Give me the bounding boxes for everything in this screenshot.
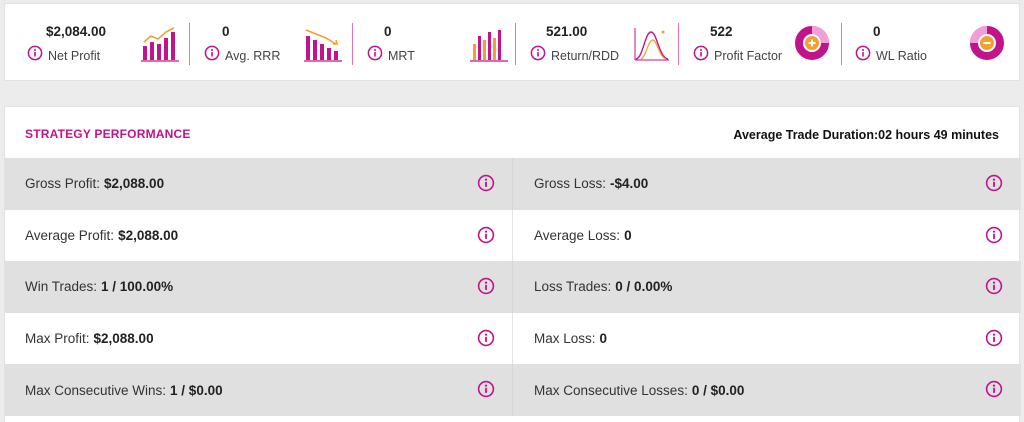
metric-label: Max Consecutive Wins: [25, 382, 167, 398]
stat-value: 0 [222, 24, 230, 39]
divider [515, 23, 516, 65]
stat-net-profit: $2,084.00 Net Profit [5, 4, 189, 82]
info-icon[interactable] [477, 174, 495, 197]
stat-value: 0 [873, 24, 881, 39]
metric-label: Average Profit: [25, 227, 115, 243]
metric-value: 1 / 100.00% [101, 279, 174, 295]
avg-trade-duration: Average Trade Duration:02 hours 49 minut… [733, 128, 999, 142]
stat-label: Profit Factor [714, 48, 783, 63]
divider [512, 158, 513, 210]
stat-label-row: Profit Factor [693, 45, 782, 66]
stat-avg-rrr: 0 Avg. RRR [190, 4, 350, 82]
metric-label: Max Loss: [534, 331, 596, 347]
metric-label: Max Consecutive Losses: [534, 382, 688, 398]
stat-label-row: Avg. RRR [204, 45, 280, 66]
stat-wl-ratio: 0 WL Ratio [842, 4, 1020, 82]
divider [678, 23, 679, 65]
info-icon[interactable] [693, 45, 709, 66]
stat-label: MRT [388, 48, 415, 63]
divider [352, 23, 353, 65]
donut-minus-icon [968, 24, 1006, 62]
avg-duration-value: 02 hours 49 minutes [878, 128, 999, 142]
metric-label: Gross Loss: [534, 176, 607, 192]
info-icon[interactable] [855, 45, 871, 66]
stat-value: 0 [384, 24, 392, 39]
metric-label: Win Trades: [25, 279, 98, 295]
performance-row: Max Profit: $2,088.00 Max Loss: 0 [5, 312, 1021, 365]
metric-value: $2,088.00 [118, 227, 179, 243]
stat-label: Avg. RRR [225, 48, 281, 63]
stat-label-row: Return/RDD [530, 45, 619, 66]
bell-curve-icon [632, 26, 670, 64]
bar-chart-down-icon [304, 26, 342, 64]
info-icon[interactable] [27, 45, 43, 66]
divider [841, 23, 842, 65]
metric-label: Loss Trades: [534, 279, 612, 295]
divider [189, 23, 190, 65]
metric-left: Max Consecutive Wins: 1 / $0.00 [25, 364, 223, 416]
stat-profit-factor: 522 Profit Factor [679, 4, 839, 82]
stat-value: 521.00 [546, 24, 588, 39]
metric-value: 1 / $0.00 [170, 382, 223, 398]
performance-row: Average Profit: $2,088.00 Average Loss: 0 [5, 209, 1021, 262]
metric-value: 0 / 0.00% [615, 279, 673, 295]
metric-label: Max Profit: [25, 331, 90, 347]
info-icon[interactable] [985, 226, 1003, 249]
performance-row: Gross Profit: $2,088.00 Gross Loss: -$4.00 [5, 158, 1021, 210]
stat-label-row: WL Ratio [855, 45, 927, 66]
stat-label: Return/RDD [551, 48, 620, 63]
metric-value: 0 [624, 227, 632, 243]
bar-chart-icon [470, 26, 508, 64]
info-icon[interactable] [477, 329, 495, 352]
stat-value: $2,084.00 [46, 24, 107, 39]
stat-value: 522 [710, 24, 733, 39]
metric-left: Gross Profit: $2,088.00 [25, 158, 164, 210]
stat-return-rdd: 521.00 Return/RDD [516, 4, 676, 82]
metric-label: Average Loss: [534, 227, 621, 243]
metric-value: 0 [599, 331, 608, 347]
info-icon[interactable] [477, 277, 495, 300]
info-icon[interactable] [367, 45, 383, 66]
stat-mrt: 0 MRT [353, 4, 515, 82]
info-icon[interactable] [530, 45, 546, 66]
metric-right: Max Consecutive Losses: 0 / $0.00 [534, 364, 744, 416]
metric-value: 0 / $0.00 [691, 382, 745, 398]
metric-value: $2,088.00 [104, 176, 165, 192]
metric-right: Average Loss: 0 [534, 210, 632, 262]
info-icon[interactable] [477, 226, 495, 249]
metric-left: Average Profit: $2,088.00 [25, 210, 178, 262]
metric-left: Max Profit: $2,088.00 [25, 313, 154, 365]
info-icon[interactable] [985, 277, 1003, 300]
metric-right: Gross Loss: -$4.00 [534, 158, 648, 210]
avg-duration-label: Average Trade Duration: [733, 128, 879, 142]
divider [512, 261, 513, 313]
performance-row: Max Consecutive Wins: 1 / $0.00 Max Conse… [5, 364, 1021, 416]
section-title: STRATEGY PERFORMANCE [25, 127, 191, 141]
info-icon[interactable] [477, 380, 495, 403]
stats-card: $2,084.00 Net Profit 0 [4, 3, 1020, 81]
info-icon[interactable] [985, 380, 1003, 403]
divider [512, 209, 513, 262]
bar-chart-up-icon [141, 26, 179, 64]
metric-left: Win Trades: 1 / 100.00% [25, 261, 173, 313]
stat-label: WL Ratio [876, 48, 927, 63]
metric-value: -$4.00 [610, 176, 649, 192]
divider [512, 312, 513, 365]
strategy-performance-card: STRATEGY PERFORMANCE Average Trade Durat… [4, 106, 1021, 422]
donut-plus-icon [793, 24, 831, 62]
metric-value: $2,088.00 [93, 331, 154, 347]
performance-row: Win Trades: 1 / 100.00% Loss Trades: 0 / 0… [5, 261, 1021, 313]
stat-label-row: MRT [367, 45, 415, 66]
stat-label: Net Profit [48, 48, 101, 63]
metric-right: Loss Trades: 0 / 0.00% [534, 261, 672, 313]
metric-right: Max Loss: 0 [534, 313, 607, 365]
info-icon[interactable] [985, 329, 1003, 352]
metric-label: Gross Profit: [25, 176, 101, 192]
divider [512, 364, 513, 416]
info-icon[interactable] [204, 45, 220, 66]
stat-label-row: Net Profit [27, 45, 100, 66]
info-icon[interactable] [985, 174, 1003, 197]
